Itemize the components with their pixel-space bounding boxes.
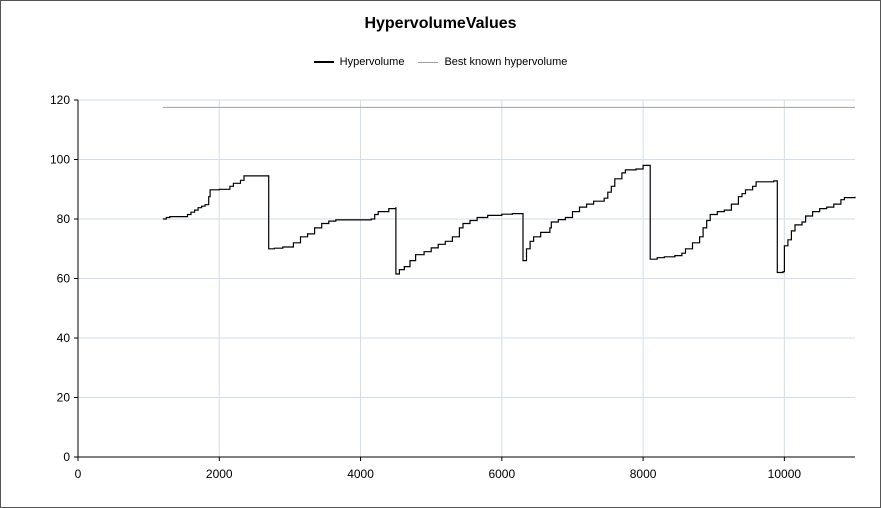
y-tick-label: 80 xyxy=(57,212,71,226)
series-line-hypervolume xyxy=(162,164,856,275)
y-tick-label: 0 xyxy=(63,450,70,464)
x-tick-label: 4000 xyxy=(347,467,374,481)
legend-swatch-best-known xyxy=(418,61,439,63)
y-tick-label: 100 xyxy=(50,153,70,167)
legend-swatch-hypervolume xyxy=(313,61,334,63)
y-tick-label: 60 xyxy=(57,272,71,286)
legend: Hypervolume Best known hypervolume xyxy=(0,56,881,68)
x-tick-label: 2000 xyxy=(206,467,233,481)
x-tick-label: 6000 xyxy=(488,467,515,481)
x-tick-label: 0 xyxy=(75,467,82,481)
legend-item-best-known: Best known hypervolume xyxy=(418,56,567,68)
legend-label-hypervolume: Hypervolume xyxy=(339,56,405,68)
legend-label-best-known: Best known hypervolume xyxy=(444,56,568,68)
legend-item-hypervolume: Hypervolume xyxy=(313,56,405,68)
y-tick-label: 20 xyxy=(57,391,71,405)
chart-title: HypervolumeValues xyxy=(364,15,517,32)
y-tick-label: 120 xyxy=(50,93,70,107)
y-tick-label: 40 xyxy=(57,331,71,345)
x-tick-label: 10000 xyxy=(768,467,802,481)
x-tick-label: 8000 xyxy=(630,467,657,481)
